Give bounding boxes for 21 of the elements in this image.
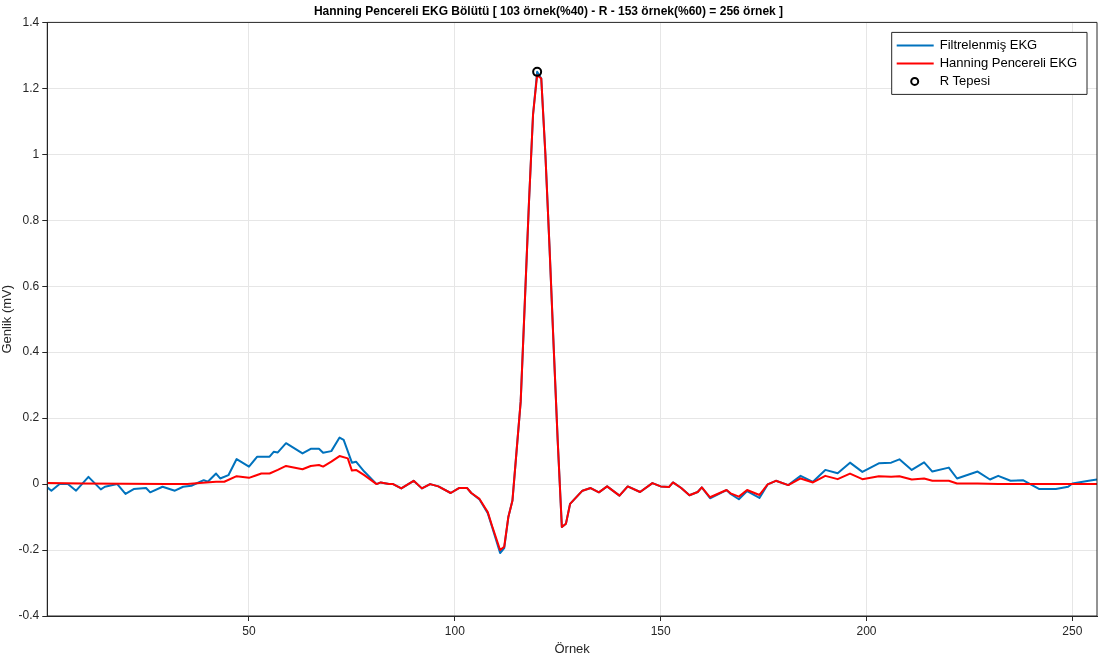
y-tick-label: 0.8 <box>22 212 40 227</box>
y-tick-label: -0.4 <box>18 608 40 623</box>
x-tick-label: 200 <box>856 623 877 638</box>
y-tick-label: 0.4 <box>22 344 40 359</box>
x-tick-label: 50 <box>242 623 256 638</box>
legend-label: Filtrelenmiş EKG <box>939 36 1038 52</box>
x-tick-label: 250 <box>1062 623 1083 638</box>
legend-label: Hanning Pencereli EKG <box>939 54 1078 70</box>
y-tick-label: 1.4 <box>22 14 40 29</box>
x-tick-label: 150 <box>650 623 671 638</box>
y-tick-label: 0.2 <box>22 410 40 425</box>
y-tick-label: 0 <box>32 476 40 491</box>
chart-title: Hanning Pencereli EKG Bölütü [ 103 örnek(%40) - R - 153 örnek(%60) = 256 örnek ] <box>313 3 784 18</box>
y-tick-label: 1 <box>32 146 40 161</box>
y-tick-label: 0.6 <box>22 278 40 293</box>
x-axis-title: Örnek <box>554 640 591 656</box>
y-axis-title: Genlik (mV) <box>0 284 15 354</box>
x-tick-label: 100 <box>444 623 466 638</box>
y-tick-label: 1.2 <box>22 80 40 95</box>
y-tick-label: -0.2 <box>18 542 40 557</box>
legend-label: R Tepesi <box>939 72 991 88</box>
